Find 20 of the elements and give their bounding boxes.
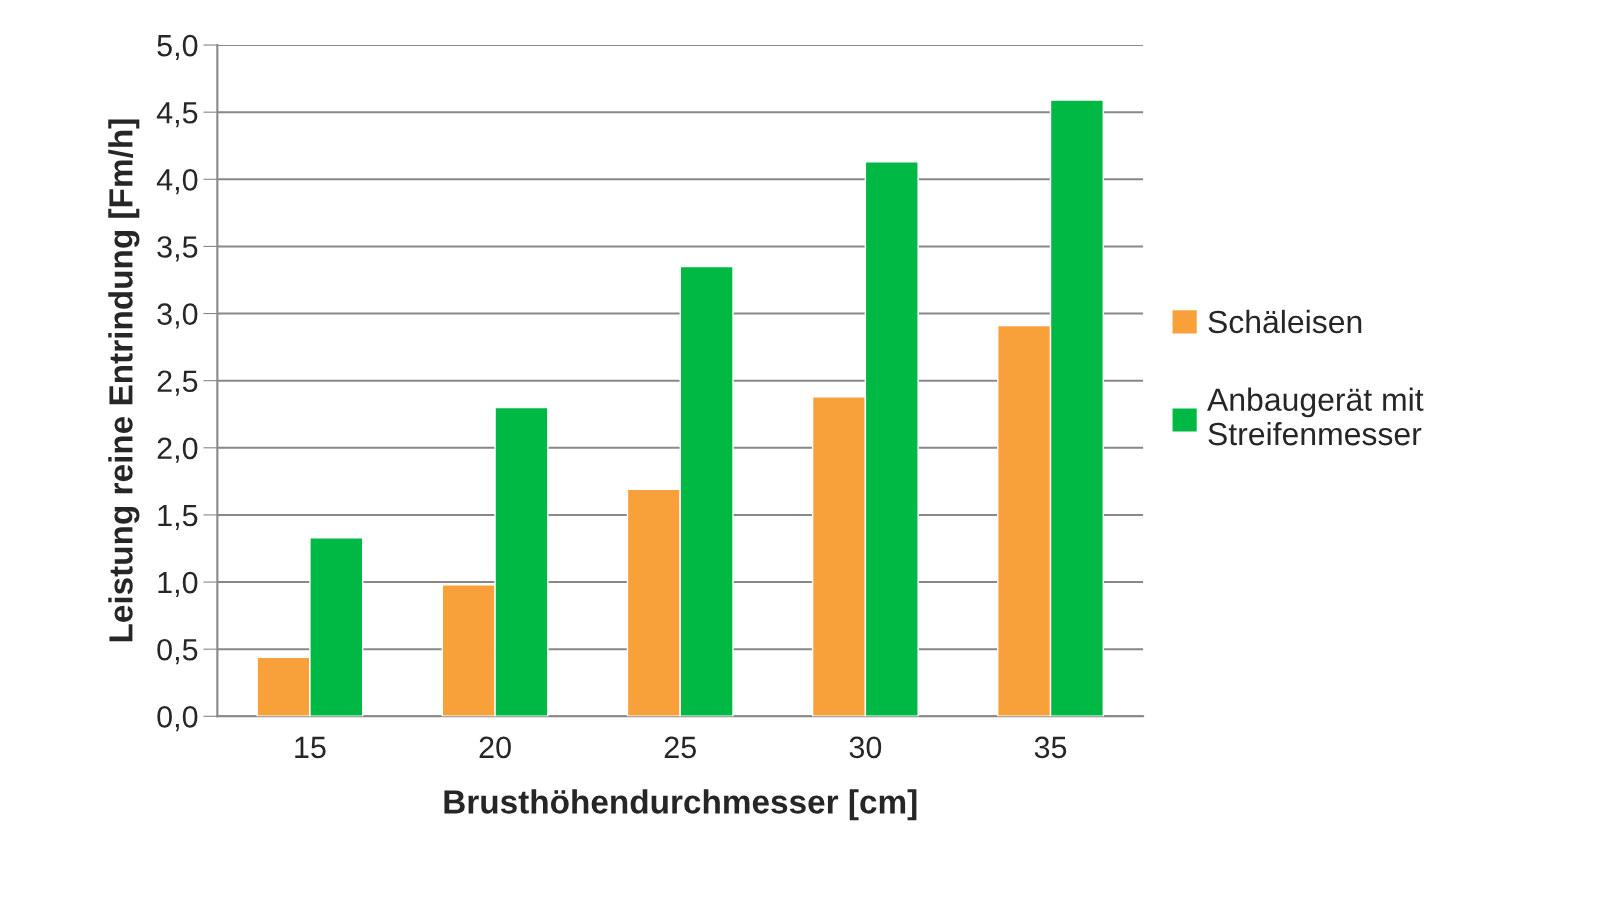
y-tick-label: 3,0 (157, 303, 198, 329)
x-tick-label: 25 (664, 736, 696, 759)
y-tick-label: 1,0 (158, 571, 198, 598)
x-tick-label: 30 (849, 736, 882, 759)
legend-label: Schäleisen (1208, 309, 1362, 334)
y-tick-label: 1,5 (158, 504, 198, 530)
y-tick-label: 0,0 (157, 706, 198, 732)
y-axis-title: Leistung reine Entrindung [Fm/h] (108, 119, 140, 642)
y-tick-label: 5,0 (157, 34, 198, 61)
x-tick-label: 15 (295, 736, 326, 759)
y-tick-label: 2,0 (157, 437, 198, 463)
y-tick-label: 0,5 (157, 638, 198, 665)
x-tick-label: 20 (479, 736, 511, 759)
y-tick-label: 4,0 (156, 169, 198, 195)
x-axis-title: Brusthöhendurchmesser [cm] (444, 789, 917, 821)
y-tick-label: 3,5 (157, 236, 198, 262)
x-tick-label: 35 (1034, 736, 1067, 759)
y-tick-label: 2,5 (157, 370, 198, 396)
y-tick-label: 4,5 (156, 102, 198, 128)
legend-label: Anbaugerät mit Streifenmesser (1207, 387, 1424, 446)
